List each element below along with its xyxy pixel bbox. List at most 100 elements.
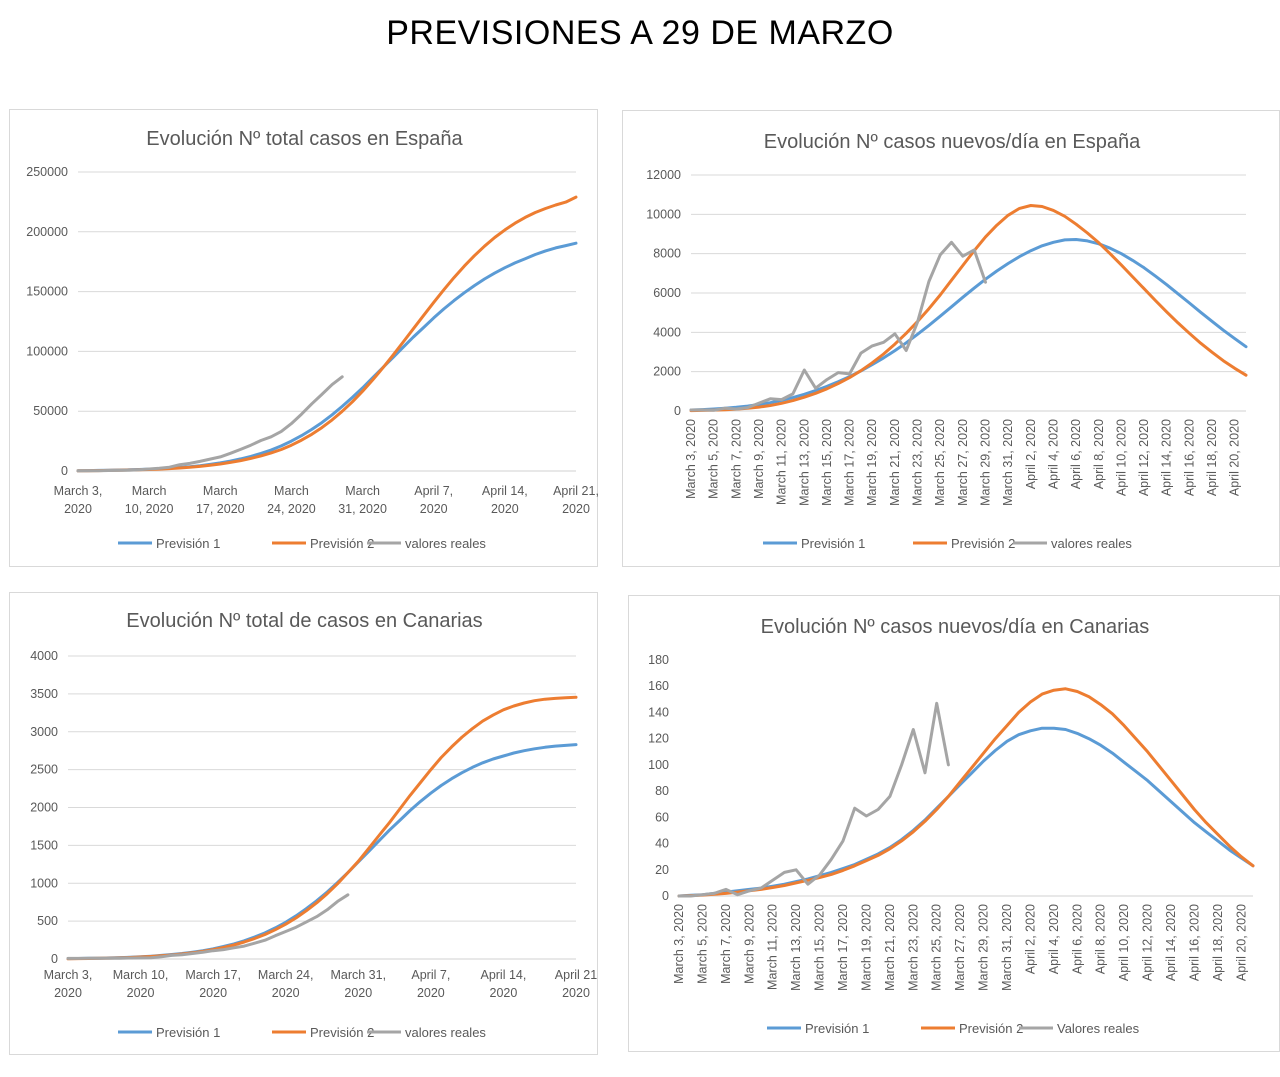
x-tick-label: March 27, 2020: [956, 419, 970, 506]
x-tick-label: April 6, 2020: [1070, 904, 1084, 974]
x-tick-label: March 29, 2020: [978, 419, 992, 506]
x-tick-label-line: 2020: [199, 986, 227, 1000]
y-tick-label: 140: [648, 705, 669, 719]
x-tick-label: March 31, 2020: [1001, 419, 1015, 506]
x-tick-label: March 10, 2020: [113, 968, 169, 1000]
x-tick-label-line: 2020: [490, 986, 518, 1000]
y-tick-label: 50000: [33, 404, 68, 418]
x-tick-label: April 2, 2020: [1024, 419, 1038, 489]
y-tick-label: 0: [674, 404, 681, 418]
y-tick-label: 200000: [26, 225, 68, 239]
x-tick-label-line: March 3,: [44, 968, 93, 982]
x-tick-label: March 25, 2020: [933, 419, 947, 506]
series-line-1: [66, 743, 578, 961]
x-tick-label: March 3, 2020: [44, 968, 93, 1000]
x-tick-label: April 6, 2020: [1069, 419, 1083, 489]
chart-espana-total: Evolución Nº total casos en España 0 50000…: [26, 128, 599, 551]
x-tick-label: March 5, 2020: [695, 904, 709, 984]
chart-canarias-nuevos: Evolución Nº casos nuevos/día en Canaria…: [648, 616, 1255, 1036]
y-tick-label: 2500: [30, 763, 58, 777]
x-tick-label: April 7, 2020: [414, 484, 453, 516]
legend-label: Previsión 1: [156, 1025, 220, 1040]
chart-title: Evolución Nº casos nuevos/día en Canaria…: [761, 616, 1150, 638]
chart-canarias-total: Evolución Nº total de casos en Canarias 0…: [30, 610, 597, 1040]
x-tick-label-line: 2020: [272, 986, 300, 1000]
x-tick-label: March 17, 2020: [185, 968, 241, 1000]
x-tick-label: March 19, 2020: [859, 904, 873, 991]
legend-label: Previsión 1: [801, 536, 865, 551]
x-tick-label: April 16, 2020: [1187, 904, 1201, 981]
y-tick-label: 120: [648, 732, 669, 746]
y-tick-label: 60: [655, 810, 669, 824]
chart-panel-espana-nuevos: Evolución Nº casos nuevos/día en España 0…: [622, 110, 1280, 567]
x-tick-label: March 15, 2020: [813, 904, 827, 991]
legend-label: Previsión 2: [959, 1021, 1023, 1036]
y-tick-label: 180: [648, 653, 669, 667]
x-tick-label: March 5, 2020: [707, 419, 721, 499]
x-tick-label: April 14, 2020: [482, 484, 528, 516]
y-tick-label: 40: [655, 837, 669, 851]
x-tick-label-line: April 14,: [482, 484, 528, 498]
y-tick-label: 0: [51, 952, 58, 966]
x-tick-label-line: April 7,: [411, 968, 450, 982]
x-tick-label-line: March: [274, 484, 309, 498]
x-tick-label: March 23, 2020: [911, 419, 925, 506]
x-tick-label: March 24, 2020: [258, 968, 314, 1000]
x-tick-label: April 4, 2020: [1046, 419, 1060, 489]
x-tick-label-line: 2020: [127, 986, 155, 1000]
y-tick-label: 2000: [653, 365, 681, 379]
y-tick-label: 100: [648, 758, 669, 772]
series-line-3: [66, 893, 350, 960]
y-tick-label: 500: [37, 914, 58, 928]
y-tick-label: 80: [655, 784, 669, 798]
x-tick-label: March 15, 2020: [820, 419, 834, 506]
x-tick-label: March 29, 2020: [977, 904, 991, 991]
legend-label: Previsión 2: [310, 536, 374, 551]
x-tick-label: April 18, 2020: [1205, 419, 1219, 496]
x-tick-label: April 14, 2020: [480, 968, 526, 1000]
y-tick-label: 0: [61, 464, 68, 478]
x-tick-label: March 11, 2020: [766, 904, 780, 990]
x-tick-label: April 16, 2020: [1182, 419, 1196, 496]
x-tick-label: April 2, 2020: [1023, 904, 1037, 974]
x-tick-label: April 8, 2020: [1092, 419, 1106, 489]
y-tick-label: 6000: [653, 286, 681, 300]
x-tick-label-line: March 31,: [330, 968, 386, 982]
x-tick-label: March 9, 2020: [742, 904, 756, 984]
legend-label: Previsión 2: [951, 536, 1015, 551]
legend-label: Previsión 2: [310, 1025, 374, 1040]
x-tick-label-line: 10, 2020: [125, 502, 174, 516]
x-tick-label-line: 2020: [54, 986, 82, 1000]
legend-label: valores reales: [405, 536, 486, 551]
x-tick-label: March 3, 2020: [684, 419, 698, 499]
x-tick-label-line: March: [132, 484, 167, 498]
x-tick-label-line: April 7,: [414, 484, 453, 498]
series-line-2: [76, 195, 578, 473]
y-tick-label: 1500: [30, 838, 58, 852]
x-tick-label: April 20, 2020: [1228, 419, 1242, 496]
x-tick-label: March 24, 2020: [267, 484, 316, 516]
x-tick-label: April 10, 2020: [1117, 904, 1131, 981]
y-tick-label: 12000: [646, 168, 681, 182]
chart-title: Evolución Nº total de casos en Canarias: [126, 610, 482, 632]
chart-panel-canarias-nuevos: Evolución Nº casos nuevos/día en Canaria…: [628, 595, 1280, 1052]
series-line-3: [689, 240, 987, 412]
chart-title: Evolución Nº casos nuevos/día en España: [764, 131, 1141, 153]
page-title: PREVISIONES A 29 DE MARZO: [386, 14, 894, 52]
x-tick-label-line: April 14,: [480, 968, 526, 982]
x-tick-label: March 31, 2020: [338, 484, 387, 516]
x-tick-label: March 3, 2020: [672, 904, 686, 984]
y-tick-label: 2000: [30, 801, 58, 815]
x-tick-label: April 14, 2020: [1160, 419, 1174, 496]
x-tick-label-line: 2020: [562, 502, 590, 516]
x-tick-label: April 8, 2020: [1094, 904, 1108, 974]
x-tick-label-line: March 10,: [113, 968, 169, 982]
x-tick-label: March 31, 2020: [330, 968, 386, 1000]
y-tick-label: 20: [655, 863, 669, 877]
x-tick-label: March 13, 2020: [797, 419, 811, 506]
series-line-2: [66, 695, 578, 961]
x-tick-label-line: March 17,: [185, 968, 241, 982]
x-tick-label: April 14, 2020: [1164, 904, 1178, 981]
x-tick-label: March 9, 2020: [752, 419, 766, 499]
x-tick-label: April 21 2020: [555, 968, 597, 1000]
